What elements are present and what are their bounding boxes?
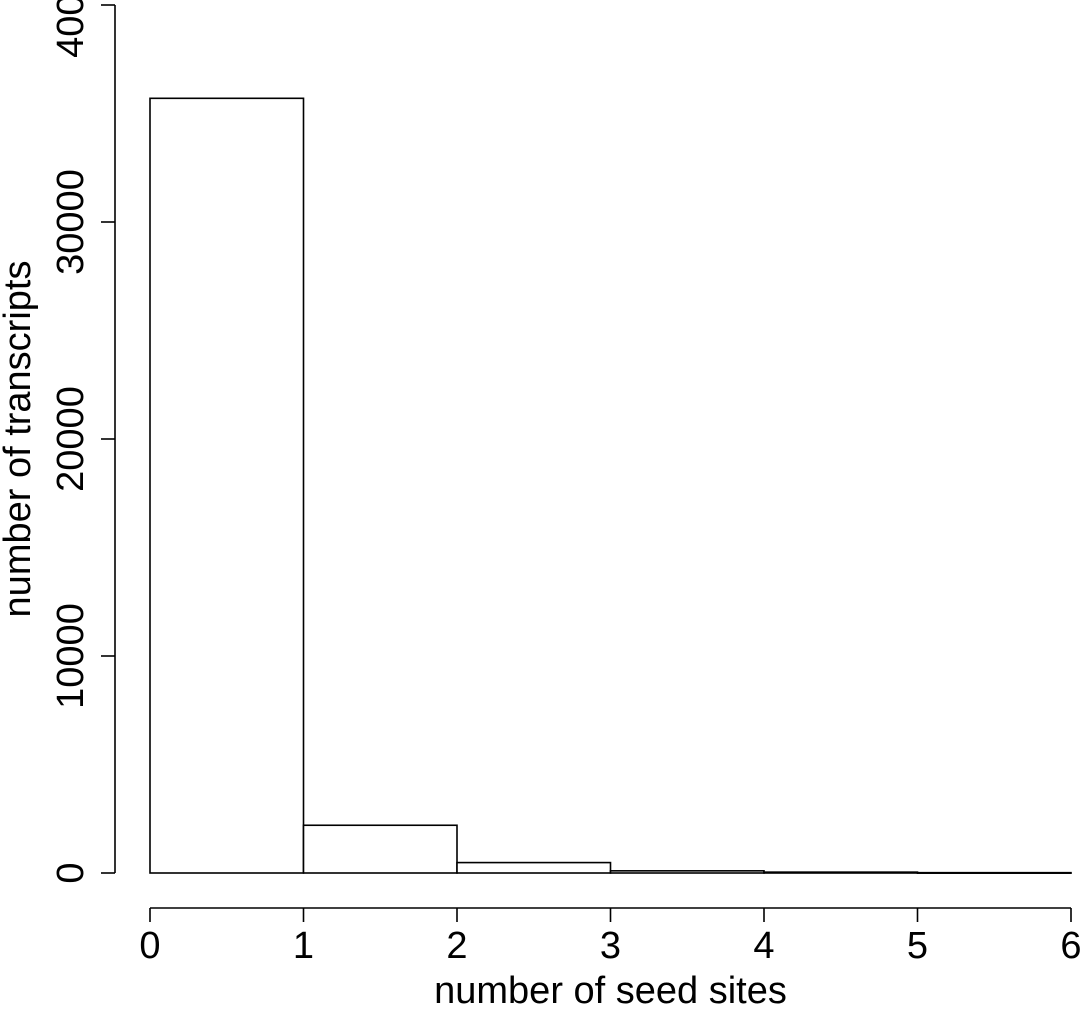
x-tick-label: 5 xyxy=(907,925,928,967)
histogram-bar-4 xyxy=(763,871,919,874)
x-tick-label: 6 xyxy=(1060,925,1081,967)
histogram-bar-0 xyxy=(149,97,305,874)
histogram-bar-2 xyxy=(456,861,612,874)
x-axis-title: number of seed sites xyxy=(434,970,787,1012)
histogram-bar-1 xyxy=(302,824,458,874)
x-axis: 0 1 2 3 4 5 6 xyxy=(139,907,1082,967)
y-tick-label: 40000 xyxy=(50,0,92,58)
x-tick-label: 4 xyxy=(753,925,774,967)
bars-group xyxy=(149,97,1072,874)
y-tick-label: 30000 xyxy=(50,169,92,275)
x-tick-label: 2 xyxy=(446,925,467,967)
x-tick-label: 0 xyxy=(139,925,160,967)
histogram-bar-3 xyxy=(609,870,765,874)
y-tick-label: 10000 xyxy=(50,603,92,709)
x-tick-label: 1 xyxy=(293,925,314,967)
y-tick-label: 0 xyxy=(50,862,92,883)
histogram-bar-5 xyxy=(916,871,1072,874)
y-axis-title: number of transcripts xyxy=(0,261,39,618)
y-tick-label: 20000 xyxy=(50,386,92,492)
x-tick-label: 3 xyxy=(600,925,621,967)
y-axis: 0 10000 20000 30000 40000 xyxy=(50,0,116,884)
